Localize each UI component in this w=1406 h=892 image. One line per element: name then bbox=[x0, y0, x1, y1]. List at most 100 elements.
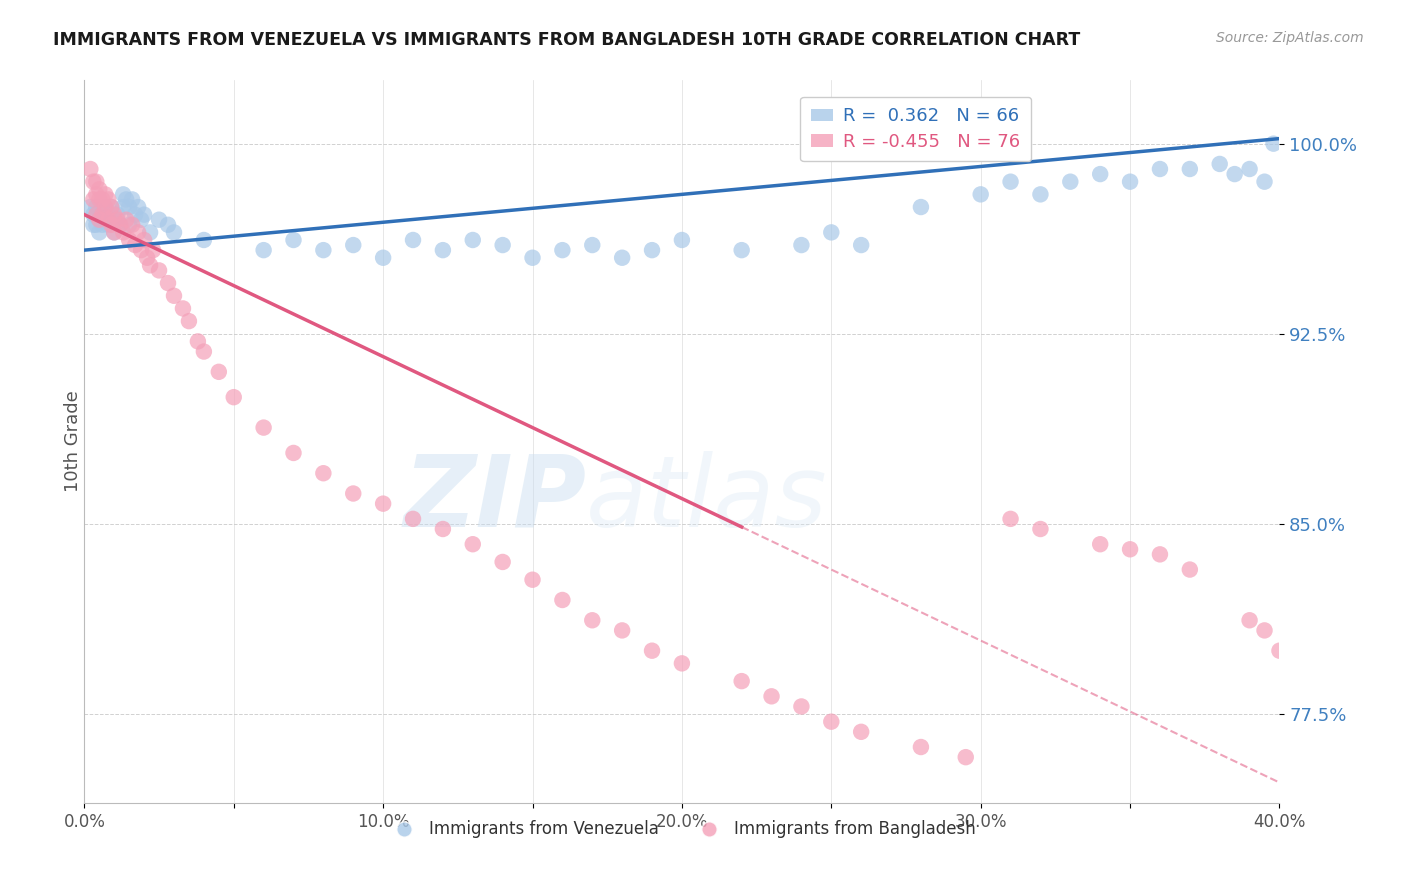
Point bbox=[641, 643, 664, 657]
Point bbox=[522, 251, 544, 265]
Point bbox=[139, 226, 162, 240]
Y-axis label: 10th Grade: 10th Grade bbox=[65, 391, 82, 492]
Point bbox=[129, 212, 152, 227]
Point bbox=[115, 193, 138, 207]
Point bbox=[910, 739, 932, 754]
Point bbox=[312, 467, 335, 481]
Point bbox=[105, 208, 128, 222]
Point bbox=[851, 238, 873, 252]
Point bbox=[790, 699, 813, 714]
Point bbox=[432, 243, 454, 257]
Point bbox=[342, 238, 364, 252]
Point bbox=[731, 674, 754, 689]
Point bbox=[132, 208, 156, 222]
Point bbox=[187, 334, 209, 349]
Point bbox=[163, 289, 186, 303]
Point bbox=[253, 243, 276, 257]
Point bbox=[1239, 613, 1261, 627]
Point bbox=[124, 238, 146, 252]
Point bbox=[89, 193, 111, 207]
Point bbox=[193, 344, 215, 359]
Point bbox=[103, 208, 125, 222]
Point bbox=[790, 238, 813, 252]
Point bbox=[1358, 699, 1381, 714]
Point bbox=[136, 251, 159, 265]
Point bbox=[91, 193, 114, 207]
Point bbox=[148, 212, 170, 227]
Point bbox=[193, 233, 215, 247]
Point bbox=[1090, 537, 1112, 551]
Point bbox=[820, 226, 842, 240]
Point bbox=[148, 263, 170, 277]
Point bbox=[402, 512, 425, 526]
Point bbox=[94, 200, 117, 214]
Point bbox=[79, 161, 101, 176]
Point bbox=[157, 276, 180, 290]
Point bbox=[1253, 624, 1275, 638]
Point bbox=[342, 486, 364, 500]
Point bbox=[1178, 563, 1201, 577]
Point bbox=[115, 212, 138, 227]
Point bbox=[432, 522, 454, 536]
Point bbox=[129, 243, 152, 257]
Text: Source: ZipAtlas.com: Source: ZipAtlas.com bbox=[1216, 31, 1364, 45]
Point bbox=[163, 226, 186, 240]
Point bbox=[82, 208, 104, 222]
Point bbox=[103, 226, 125, 240]
Point bbox=[139, 258, 162, 272]
Point bbox=[82, 175, 104, 189]
Point bbox=[82, 218, 104, 232]
Point bbox=[373, 497, 395, 511]
Point bbox=[142, 243, 165, 257]
Point bbox=[1119, 175, 1142, 189]
Point bbox=[127, 200, 149, 214]
Point bbox=[1239, 161, 1261, 176]
Point bbox=[581, 613, 603, 627]
Point bbox=[86, 200, 108, 214]
Point bbox=[1000, 175, 1022, 189]
Point bbox=[121, 193, 143, 207]
Point bbox=[127, 226, 149, 240]
Point bbox=[172, 301, 194, 316]
Point bbox=[551, 593, 574, 607]
Point bbox=[121, 218, 143, 232]
Point bbox=[551, 243, 574, 257]
Point bbox=[522, 573, 544, 587]
Point bbox=[402, 233, 425, 247]
Point bbox=[373, 251, 395, 265]
Point bbox=[118, 200, 141, 214]
Point bbox=[461, 537, 484, 551]
Text: IMMIGRANTS FROM VENEZUELA VS IMMIGRANTS FROM BANGLADESH 10TH GRADE CORRELATION C: IMMIGRANTS FROM VENEZUELA VS IMMIGRANTS … bbox=[53, 31, 1081, 49]
Point bbox=[89, 226, 111, 240]
Point bbox=[253, 420, 276, 434]
Point bbox=[91, 208, 114, 222]
Point bbox=[89, 212, 111, 227]
Text: atlas: atlas bbox=[586, 450, 828, 548]
Point bbox=[112, 226, 135, 240]
Point bbox=[1000, 512, 1022, 526]
Point bbox=[97, 193, 120, 207]
Point bbox=[671, 233, 693, 247]
Point bbox=[1329, 669, 1351, 683]
Point bbox=[1263, 136, 1285, 151]
Point bbox=[89, 182, 111, 196]
Point bbox=[492, 555, 515, 569]
Point bbox=[100, 200, 122, 214]
Point bbox=[461, 233, 484, 247]
Point bbox=[79, 200, 101, 214]
Point bbox=[851, 724, 873, 739]
Point bbox=[671, 657, 693, 671]
Point bbox=[1178, 161, 1201, 176]
Point bbox=[820, 714, 842, 729]
Point bbox=[1059, 175, 1081, 189]
Point bbox=[86, 218, 108, 232]
Point bbox=[97, 208, 120, 222]
Point bbox=[1029, 187, 1052, 202]
Point bbox=[970, 187, 993, 202]
Point bbox=[118, 218, 141, 232]
Point bbox=[641, 243, 664, 257]
Point bbox=[100, 218, 122, 232]
Point bbox=[177, 314, 200, 328]
Point bbox=[97, 218, 120, 232]
Point bbox=[124, 208, 146, 222]
